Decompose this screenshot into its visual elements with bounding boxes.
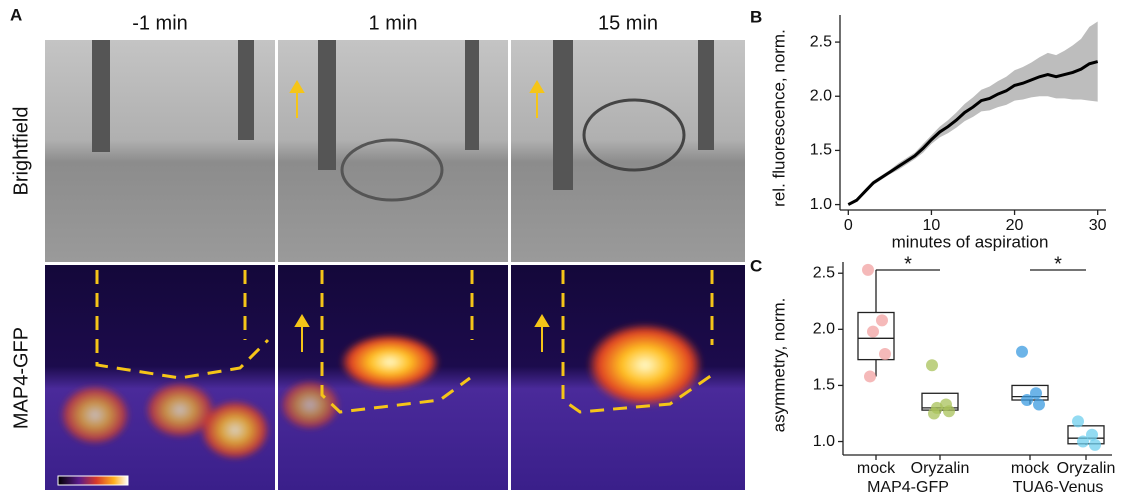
point xyxy=(862,264,874,276)
y-tick-label: 1.0 xyxy=(813,433,835,450)
significance-label: * xyxy=(904,253,912,275)
x-tick-label: mock xyxy=(857,460,896,477)
x-tick-label: Oryzalin xyxy=(911,460,970,477)
point xyxy=(928,407,940,419)
y-tick-label: 1.5 xyxy=(813,377,835,394)
column-title: 1 min xyxy=(369,12,418,34)
y-tick-label: 1.5 xyxy=(810,142,832,159)
point xyxy=(1033,399,1045,411)
point xyxy=(876,314,888,326)
colorbar xyxy=(58,476,128,485)
figure: A -1 min 1 min 15 min Brightfield MAP4-G… xyxy=(0,0,1123,496)
y-tick-label: 2.5 xyxy=(813,264,835,281)
group-label: MAP4-GFP xyxy=(867,479,949,496)
y-tick-label: 2.5 xyxy=(810,33,832,50)
panel-label: A xyxy=(10,5,22,24)
y-tick-label: 1.0 xyxy=(810,196,832,213)
x-axis-title: minutes of aspiration xyxy=(892,232,1049,251)
page: {"panel_a":{"label":"A","columns":["-1 m… xyxy=(0,0,1123,501)
y-axis-title: rel. fluorescence, norm. xyxy=(769,29,788,207)
micrographs xyxy=(45,40,745,490)
point xyxy=(867,326,879,338)
point xyxy=(1077,436,1089,448)
panel-label: C xyxy=(750,256,762,275)
point xyxy=(1021,394,1033,406)
point xyxy=(1089,439,1101,451)
point xyxy=(864,370,876,382)
x-tick-label: mock xyxy=(1011,460,1050,477)
x-tick-label: 0 xyxy=(844,217,853,234)
panel-label: B xyxy=(750,7,762,26)
group-label: TUA6-Venus xyxy=(1013,479,1104,496)
row-title: MAP4-GFP xyxy=(10,327,32,429)
y-tick-label: 2.0 xyxy=(810,87,832,104)
x-tick-label: 30 xyxy=(1089,217,1107,234)
x-tick-label: Oryzalin xyxy=(1057,460,1116,477)
point xyxy=(879,348,891,360)
column-title: 15 min xyxy=(598,12,658,34)
point xyxy=(1072,415,1084,427)
column-title: -1 min xyxy=(132,12,188,34)
point xyxy=(926,359,938,371)
point xyxy=(943,405,955,417)
y-tick-label: 2.0 xyxy=(813,321,835,338)
significance-label: * xyxy=(1054,253,1062,275)
band xyxy=(848,22,1097,206)
row-title: Brightfield xyxy=(10,107,32,196)
point xyxy=(1016,346,1028,358)
y-axis-title: asymmetry, norm. xyxy=(769,298,788,433)
